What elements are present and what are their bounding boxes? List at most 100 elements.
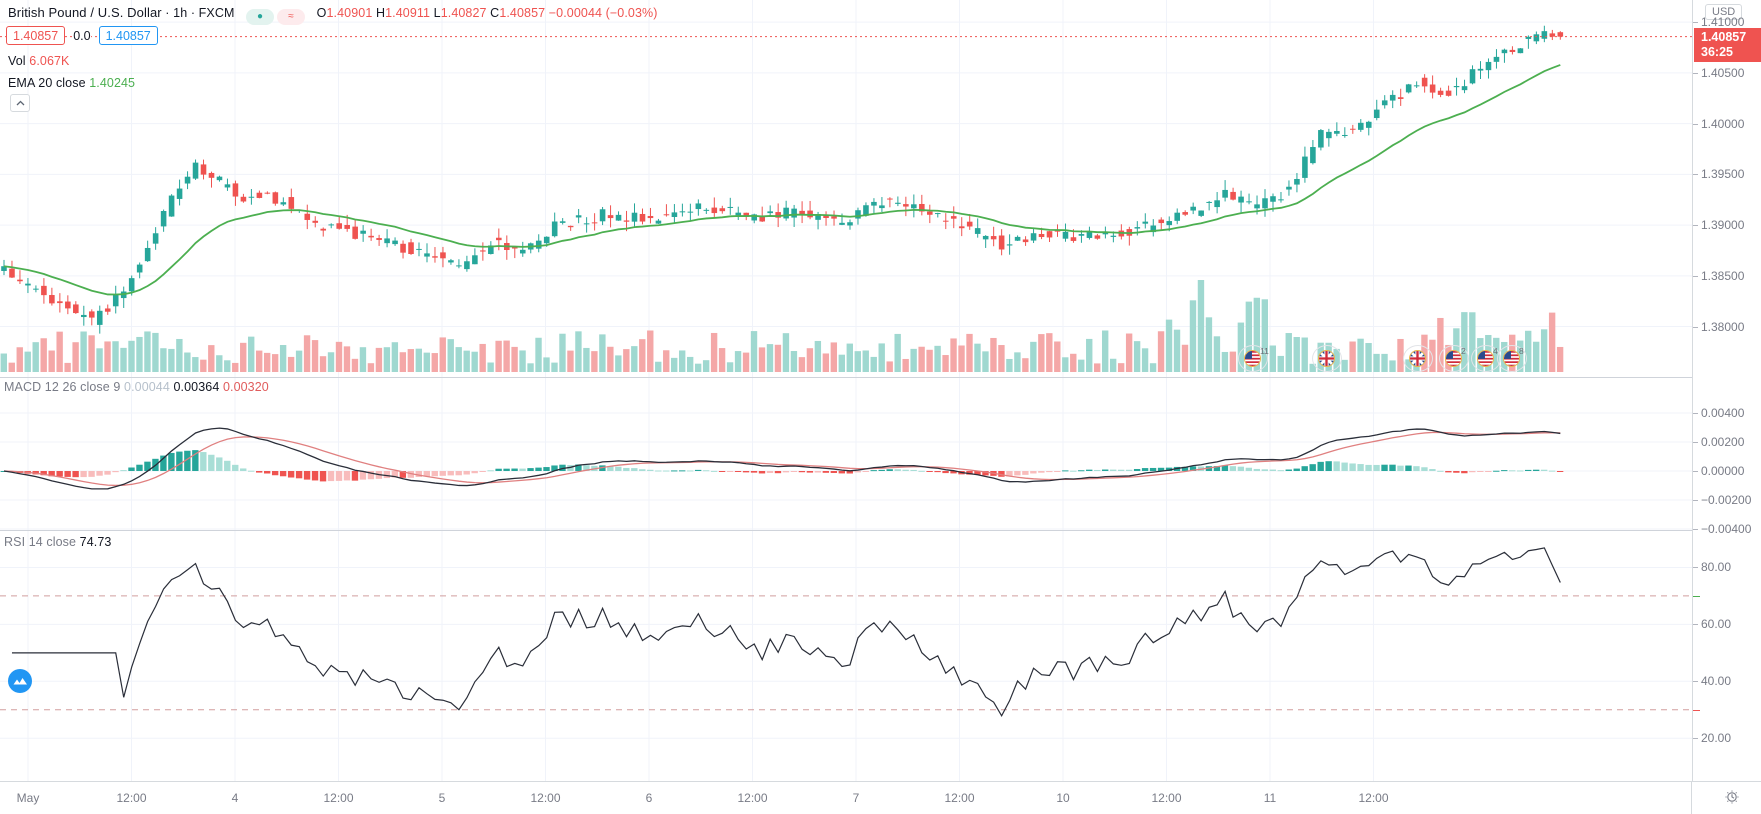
- price-pane[interactable]: [0, 0, 1692, 377]
- legend-sep-2: ·: [190, 6, 196, 20]
- time-axis-tick-label: 12:00: [116, 791, 147, 805]
- event-marker-count: 11: [1260, 346, 1269, 356]
- macd-axis-tick-label: −0.00400: [1701, 522, 1752, 536]
- legend-badges: ● ≈: [246, 9, 306, 25]
- ema-value: 1.40245: [89, 76, 136, 90]
- rsi-axis-tick-label: 40.00: [1701, 674, 1732, 689]
- clock-glyph-icon: [1725, 790, 1739, 804]
- time-axis-tick-label: 12:00: [323, 791, 354, 805]
- bid-price-tag[interactable]: 1.40857: [6, 26, 66, 45]
- price-axis[interactable]: USD 1.41000 1.40500 1.40000 1.39500 1.39000 1…: [1692, 0, 1761, 781]
- volume-label: Vol: [8, 54, 26, 68]
- macd-axis-tick-label: 0.00000: [1701, 464, 1745, 478]
- macd-pane[interactable]: [0, 378, 1692, 530]
- current-price-tag[interactable]: 1.40857 36:25: [1694, 27, 1761, 62]
- economic-event-flag-us[interactable]: [1503, 350, 1520, 367]
- macd-axis-tick: [1693, 413, 1698, 414]
- rsi-legend[interactable]: RSI 14 close 74.73: [4, 535, 111, 549]
- ema-label: EMA 20 close: [8, 76, 86, 90]
- time-axis-tick-label: 12:00: [530, 791, 561, 805]
- volume-legend[interactable]: Vol 6.067K: [8, 54, 69, 68]
- rsi-label: RSI 14 close: [4, 535, 77, 549]
- close-value: 1.40857: [499, 6, 546, 20]
- interval-label[interactable]: 1h: [173, 6, 188, 20]
- symbol-name[interactable]: British Pound / U.S. Dollar: [8, 5, 162, 20]
- low-value: 1.40827: [440, 6, 487, 20]
- price-axis-tick-label: 1.40500: [1701, 65, 1745, 80]
- economic-event-flag-gb[interactable]: [1318, 350, 1335, 367]
- currency-chip[interactable]: USD: [1705, 4, 1743, 20]
- high-value: 1.40911: [385, 6, 431, 20]
- time-axis-tick-label: 6: [645, 791, 653, 805]
- price-axis-tick-label: 1.39000: [1701, 218, 1745, 233]
- rsi-axis-tick-label: 60.00: [1701, 617, 1732, 632]
- price-axis-tick-label: 1.38000: [1701, 319, 1745, 334]
- chart-type-badge[interactable]: ≈: [277, 9, 306, 25]
- macd-axis-tick-label: 0.00400: [1701, 406, 1745, 420]
- us-flag-icon: [1478, 351, 1493, 366]
- time-axis-tick-label: 12:00: [944, 791, 975, 805]
- market-status-dot-badge[interactable]: ●: [246, 9, 275, 25]
- us-flag-icon: [1504, 351, 1519, 366]
- rsi-plot[interactable]: [0, 531, 1692, 781]
- ema-legend[interactable]: EMA 20 close 1.40245: [8, 76, 135, 90]
- time-axis[interactable]: May 12:00 4 12:00 5 12:00 6 12:00 7 12:00 10 12:00 1…: [0, 781, 1761, 814]
- event-marker-halo: [1497, 345, 1527, 372]
- price-axis-tick: [1693, 225, 1698, 227]
- volume-value: 6.067K: [29, 54, 70, 68]
- us-flag-icon: [1446, 351, 1461, 366]
- price-axis-tick-label: 1.38500: [1701, 268, 1745, 283]
- time-axis-tick-label: 12:00: [1358, 791, 1389, 805]
- event-marker-halo: [1238, 345, 1268, 372]
- spread-value: 0.0: [73, 26, 91, 45]
- change-value: −0.00044 (−0.03%): [548, 6, 658, 20]
- rsi-pane[interactable]: [0, 531, 1692, 781]
- collapse-legend-button[interactable]: [10, 94, 30, 112]
- price-axis-tick: [1693, 22, 1698, 24]
- economic-event-flag-us[interactable]: [1477, 350, 1494, 367]
- time-axis-tick-label: 12:00: [1151, 791, 1182, 805]
- time-axis-tick-label: 12:00: [737, 791, 768, 805]
- event-marker-halo: [1312, 345, 1342, 372]
- rsi-band-marker: [1693, 709, 1700, 711]
- current-price-value: 1.40857: [1701, 29, 1747, 44]
- tradingview-logo[interactable]: [8, 669, 32, 693]
- macd-axis-tick: [1693, 471, 1698, 472]
- rsi-band-marker: [1693, 595, 1700, 597]
- price-axis-tick-label: 1.41000: [1701, 15, 1745, 30]
- price-axis-tick: [1693, 123, 1698, 125]
- macd-axis-tick-label: −0.00200: [1701, 493, 1752, 507]
- time-axis-tick-label: 10: [1056, 791, 1070, 805]
- exchange-label[interactable]: FXCM: [198, 6, 235, 20]
- price-axis-tick: [1693, 326, 1698, 328]
- macd-signal-value: 0.00320: [222, 380, 269, 394]
- economic-event-flag-us[interactable]: [1244, 350, 1261, 367]
- rsi-axis-tick: [1693, 681, 1698, 683]
- ohlc-values: O1.40901 H1.40911 L1.40827 C1.40857 −0.0…: [317, 6, 658, 20]
- price-axis-tick-label: 1.39500: [1701, 167, 1745, 182]
- rsi-axis-tick: [1693, 738, 1698, 740]
- rsi-axis-tick: [1693, 567, 1698, 569]
- high-label: H: [375, 6, 386, 20]
- macd-axis-tick-label: 0.00200: [1701, 435, 1745, 449]
- bid-ask-tags: 1.40857 0.0 1.40857: [6, 26, 158, 45]
- time-axis-tick-label: May: [16, 791, 40, 805]
- macd-plot[interactable]: [0, 378, 1692, 530]
- pane-divider-1: [0, 377, 1692, 378]
- price-plot[interactable]: [0, 0, 1692, 377]
- low-label: L: [433, 6, 441, 20]
- price-axis-tick-label: 1.40000: [1701, 116, 1745, 131]
- ask-price-tag[interactable]: 1.40857: [98, 26, 158, 45]
- macd-line-value: 0.00364: [173, 380, 220, 394]
- legend-sep-1: ·: [165, 6, 170, 20]
- price-axis-tick: [1693, 72, 1698, 74]
- time-axis-tick-label: 7: [852, 791, 860, 805]
- economic-event-flag-gb[interactable]: [1409, 350, 1426, 367]
- event-marker-halo: [1439, 345, 1469, 372]
- price-axis-tick: [1693, 174, 1698, 176]
- macd-axis-tick: [1693, 442, 1698, 443]
- open-value: 1.40901: [326, 6, 373, 20]
- clock-icon[interactable]: [1725, 790, 1739, 806]
- economic-event-flag-us[interactable]: [1445, 350, 1462, 367]
- macd-legend[interactable]: MACD 12 26 close 9 0.00044 0.00364 0.003…: [4, 380, 269, 394]
